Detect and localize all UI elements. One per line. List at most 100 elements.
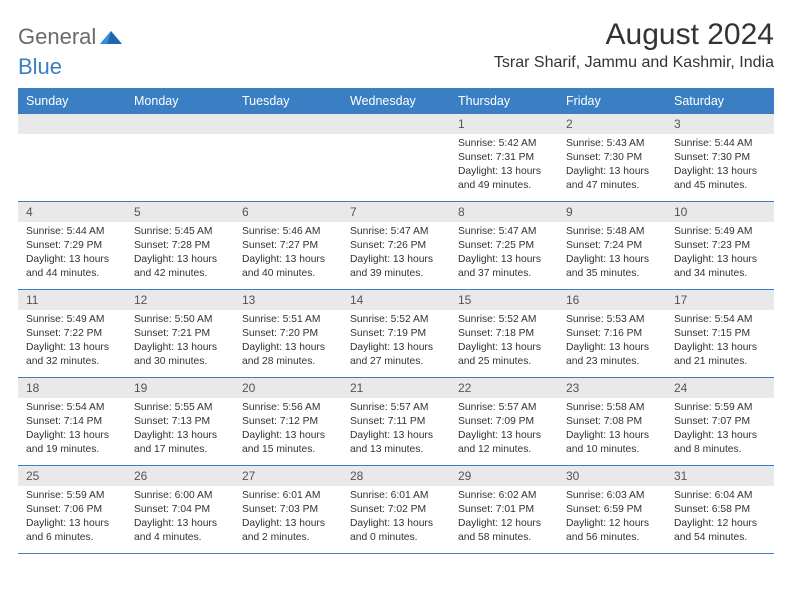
day-detail-line: Sunset: 7:08 PM bbox=[566, 415, 658, 429]
day-detail-line: Sunset: 7:26 PM bbox=[350, 239, 442, 253]
day-cell bbox=[234, 114, 342, 202]
day-details: Sunrise: 5:47 AMSunset: 7:26 PMDaylight:… bbox=[342, 222, 450, 281]
day-number: 7 bbox=[342, 202, 450, 222]
day-details: Sunrise: 6:01 AMSunset: 7:03 PMDaylight:… bbox=[234, 486, 342, 545]
day-detail-line: Sunrise: 5:46 AM bbox=[242, 225, 334, 239]
day-detail-line: and 32 minutes. bbox=[26, 355, 118, 369]
day-detail-line: Sunset: 7:24 PM bbox=[566, 239, 658, 253]
day-details: Sunrise: 5:54 AMSunset: 7:14 PMDaylight:… bbox=[18, 398, 126, 457]
day-cell: 17Sunrise: 5:54 AMSunset: 7:15 PMDayligh… bbox=[666, 290, 774, 378]
day-detail-line: and 23 minutes. bbox=[566, 355, 658, 369]
week-row: 1Sunrise: 5:42 AMSunset: 7:31 PMDaylight… bbox=[18, 114, 774, 202]
day-detail-line: Sunrise: 5:49 AM bbox=[674, 225, 766, 239]
day-detail-line: Sunrise: 5:47 AM bbox=[350, 225, 442, 239]
day-detail-line: and 2 minutes. bbox=[242, 531, 334, 545]
day-header: Wednesday bbox=[342, 88, 450, 114]
day-detail-line: Sunrise: 5:48 AM bbox=[566, 225, 658, 239]
month-title: August 2024 bbox=[494, 18, 774, 52]
day-cell: 18Sunrise: 5:54 AMSunset: 7:14 PMDayligh… bbox=[18, 378, 126, 466]
day-number: 11 bbox=[18, 290, 126, 310]
brand-word-2: Blue bbox=[18, 54, 62, 80]
day-header: Friday bbox=[558, 88, 666, 114]
day-detail-line: Sunset: 7:04 PM bbox=[134, 503, 226, 517]
day-detail-line: Sunset: 6:58 PM bbox=[674, 503, 766, 517]
day-number: 28 bbox=[342, 466, 450, 486]
day-detail-line: Sunset: 7:06 PM bbox=[26, 503, 118, 517]
day-detail-line: Daylight: 13 hours bbox=[26, 517, 118, 531]
day-cell: 29Sunrise: 6:02 AMSunset: 7:01 PMDayligh… bbox=[450, 466, 558, 554]
day-detail-line: Sunrise: 5:58 AM bbox=[566, 401, 658, 415]
day-detail-line: and 21 minutes. bbox=[674, 355, 766, 369]
day-detail-line: Sunset: 7:01 PM bbox=[458, 503, 550, 517]
day-number: 18 bbox=[18, 378, 126, 398]
day-details: Sunrise: 5:46 AMSunset: 7:27 PMDaylight:… bbox=[234, 222, 342, 281]
day-detail-line: and 12 minutes. bbox=[458, 443, 550, 457]
day-detail-line: Daylight: 13 hours bbox=[566, 429, 658, 443]
day-details: Sunrise: 5:56 AMSunset: 7:12 PMDaylight:… bbox=[234, 398, 342, 457]
day-cell: 28Sunrise: 6:01 AMSunset: 7:02 PMDayligh… bbox=[342, 466, 450, 554]
day-number: 27 bbox=[234, 466, 342, 486]
day-number-bar bbox=[18, 114, 126, 134]
day-details: Sunrise: 5:52 AMSunset: 7:19 PMDaylight:… bbox=[342, 310, 450, 369]
day-detail-line: Daylight: 13 hours bbox=[458, 253, 550, 267]
day-detail-line: Sunrise: 5:54 AM bbox=[674, 313, 766, 327]
day-details: Sunrise: 5:53 AMSunset: 7:16 PMDaylight:… bbox=[558, 310, 666, 369]
day-detail-line: Sunrise: 5:43 AM bbox=[566, 137, 658, 151]
day-number-bar bbox=[126, 114, 234, 134]
day-header: Tuesday bbox=[234, 88, 342, 114]
day-cell: 3Sunrise: 5:44 AMSunset: 7:30 PMDaylight… bbox=[666, 114, 774, 202]
day-detail-line: Sunrise: 5:49 AM bbox=[26, 313, 118, 327]
day-detail-line: Sunrise: 6:03 AM bbox=[566, 489, 658, 503]
day-details: Sunrise: 6:01 AMSunset: 7:02 PMDaylight:… bbox=[342, 486, 450, 545]
day-detail-line: Daylight: 13 hours bbox=[134, 341, 226, 355]
day-detail-line: Sunset: 7:07 PM bbox=[674, 415, 766, 429]
day-detail-line: Daylight: 13 hours bbox=[26, 341, 118, 355]
day-detail-line: and 39 minutes. bbox=[350, 267, 442, 281]
day-detail-line: Daylight: 13 hours bbox=[674, 253, 766, 267]
day-details: Sunrise: 5:48 AMSunset: 7:24 PMDaylight:… bbox=[558, 222, 666, 281]
day-detail-line: and 10 minutes. bbox=[566, 443, 658, 457]
day-detail-line: Sunset: 7:12 PM bbox=[242, 415, 334, 429]
day-cell: 19Sunrise: 5:55 AMSunset: 7:13 PMDayligh… bbox=[126, 378, 234, 466]
day-detail-line: Sunrise: 5:47 AM bbox=[458, 225, 550, 239]
day-detail-line: Daylight: 13 hours bbox=[242, 253, 334, 267]
day-detail-line: and 49 minutes. bbox=[458, 179, 550, 193]
day-detail-line: Sunrise: 5:57 AM bbox=[458, 401, 550, 415]
day-cell: 10Sunrise: 5:49 AMSunset: 7:23 PMDayligh… bbox=[666, 202, 774, 290]
day-header: Saturday bbox=[666, 88, 774, 114]
day-detail-line: Daylight: 13 hours bbox=[566, 253, 658, 267]
day-detail-line: Sunset: 7:18 PM bbox=[458, 327, 550, 341]
day-number: 12 bbox=[126, 290, 234, 310]
day-cell: 27Sunrise: 6:01 AMSunset: 7:03 PMDayligh… bbox=[234, 466, 342, 554]
day-cell: 9Sunrise: 5:48 AMSunset: 7:24 PMDaylight… bbox=[558, 202, 666, 290]
day-header: Monday bbox=[126, 88, 234, 114]
day-details: Sunrise: 5:50 AMSunset: 7:21 PMDaylight:… bbox=[126, 310, 234, 369]
day-details: Sunrise: 5:43 AMSunset: 7:30 PMDaylight:… bbox=[558, 134, 666, 193]
day-number: 6 bbox=[234, 202, 342, 222]
day-details: Sunrise: 5:51 AMSunset: 7:20 PMDaylight:… bbox=[234, 310, 342, 369]
day-number: 3 bbox=[666, 114, 774, 134]
day-number: 22 bbox=[450, 378, 558, 398]
day-detail-line: Sunrise: 6:00 AM bbox=[134, 489, 226, 503]
day-details: Sunrise: 5:59 AMSunset: 7:06 PMDaylight:… bbox=[18, 486, 126, 545]
day-details: Sunrise: 6:02 AMSunset: 7:01 PMDaylight:… bbox=[450, 486, 558, 545]
day-detail-line: Sunset: 7:25 PM bbox=[458, 239, 550, 253]
day-detail-line: Daylight: 12 hours bbox=[674, 517, 766, 531]
day-cell: 2Sunrise: 5:43 AMSunset: 7:30 PMDaylight… bbox=[558, 114, 666, 202]
day-detail-line: Daylight: 13 hours bbox=[242, 429, 334, 443]
day-detail-line: Daylight: 13 hours bbox=[242, 517, 334, 531]
day-details: Sunrise: 5:52 AMSunset: 7:18 PMDaylight:… bbox=[450, 310, 558, 369]
day-detail-line: and 17 minutes. bbox=[134, 443, 226, 457]
brand-logo: General bbox=[18, 24, 124, 50]
day-detail-line: Sunrise: 6:01 AM bbox=[350, 489, 442, 503]
day-number: 30 bbox=[558, 466, 666, 486]
day-details: Sunrise: 5:57 AMSunset: 7:09 PMDaylight:… bbox=[450, 398, 558, 457]
day-number: 8 bbox=[450, 202, 558, 222]
week-row: 11Sunrise: 5:49 AMSunset: 7:22 PMDayligh… bbox=[18, 290, 774, 378]
day-detail-line: Sunset: 7:31 PM bbox=[458, 151, 550, 165]
day-detail-line: Sunrise: 5:52 AM bbox=[458, 313, 550, 327]
calendar-grid: SundayMondayTuesdayWednesdayThursdayFrid… bbox=[18, 88, 774, 554]
day-detail-line: Daylight: 13 hours bbox=[350, 517, 442, 531]
day-detail-line: Sunset: 7:30 PM bbox=[566, 151, 658, 165]
day-detail-line: Daylight: 13 hours bbox=[134, 253, 226, 267]
